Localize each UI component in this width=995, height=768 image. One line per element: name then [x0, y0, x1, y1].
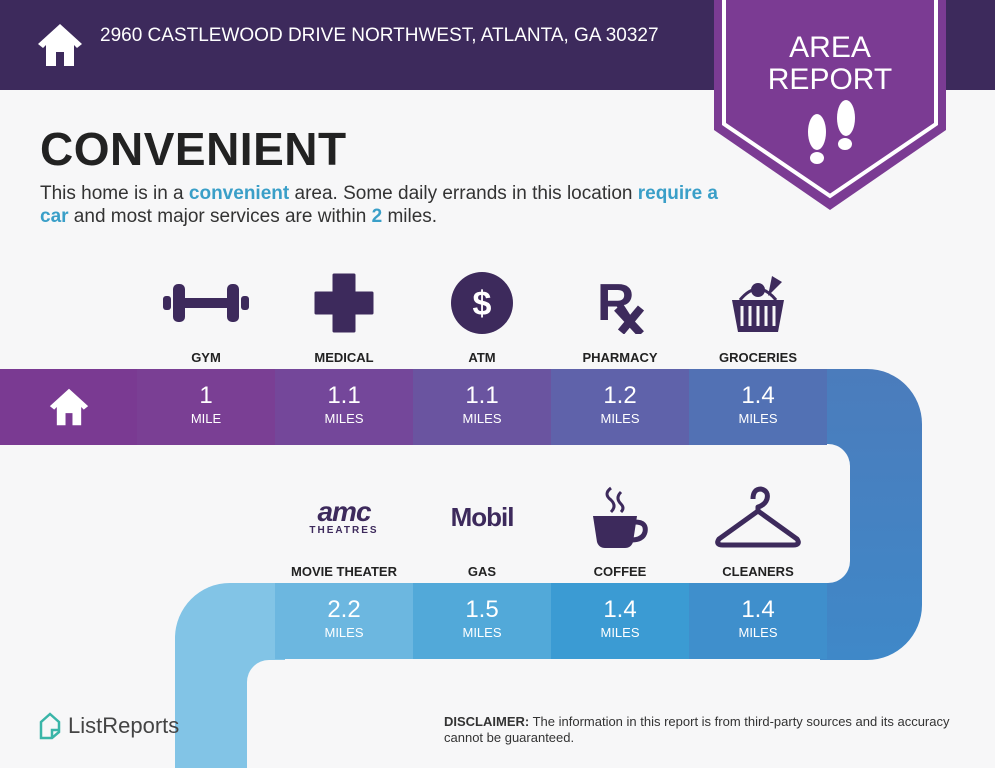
distance-value: 1: [199, 382, 213, 409]
distance-cell: 1.1 MILES: [275, 369, 413, 445]
mobil-logo: Mobil: [450, 501, 515, 532]
distance-value: 1.4: [741, 382, 775, 409]
page-title: CONVENIENT: [40, 123, 347, 175]
home-icon: [49, 388, 88, 426]
amenity-gym: GYM: [137, 268, 275, 365]
amenity-movie-theater: amc THEATRES MOVIE THEATER: [275, 482, 413, 579]
home-cell: [0, 369, 137, 445]
disclaimer: DISCLAIMER: The information in this repo…: [444, 714, 950, 745]
amenity-medical: MEDICAL: [275, 268, 413, 365]
medical-cross-icon: [275, 268, 413, 338]
distance-unit: MILES: [324, 625, 364, 640]
property-address: 2960 CASTLEWOOD DRIVE NORTHWEST, ATLANTA…: [100, 25, 659, 46]
distance-value: 1.1: [465, 382, 499, 409]
distance-cell: 1.4 MILES: [689, 583, 827, 659]
svg-text:$: $: [473, 285, 492, 323]
hanger-icon: [689, 482, 827, 552]
amenity-groceries: GROCERIES: [689, 268, 827, 365]
listreports-logo-icon: [39, 712, 61, 740]
grocery-basket-icon: [689, 268, 827, 338]
distance-value: 1.4: [741, 596, 775, 623]
rx-icon: R: [551, 268, 689, 338]
amenity-coffee: COFFEE: [551, 482, 689, 579]
coffee-cup-icon: [551, 482, 689, 552]
amenity-label: CLEANERS: [722, 564, 794, 579]
route-bottom-gap: [247, 660, 367, 768]
distance-unit: MILES: [600, 411, 640, 426]
badge-line1: AREA: [789, 31, 871, 64]
distance-unit: MILES: [462, 625, 502, 640]
distance-value: 2.2: [327, 596, 361, 623]
amenity-label: GAS: [467, 564, 497, 579]
dollar-icon: $: [413, 268, 551, 338]
distance-unit: MILE: [190, 411, 222, 426]
amenity-label: MOVIE THEATER: [291, 564, 397, 579]
distance-cell: 1.2 MILES: [551, 369, 689, 445]
amenity-label: GROCERIES: [718, 350, 797, 365]
distance-unit: MILES: [738, 625, 778, 640]
amenity-label: MEDICAL: [314, 350, 374, 365]
footprints-icon: [808, 100, 855, 164]
distance-value: 1.5: [465, 596, 499, 623]
distance-unit: MILES: [738, 411, 778, 426]
home-icon: [38, 24, 82, 66]
distance-cell: 1.5 MILES: [413, 583, 551, 659]
badge-line2: REPORT: [767, 63, 893, 96]
distance-cell: 2.2 MILES: [275, 583, 413, 659]
amenity-label: GYM: [191, 350, 221, 365]
distance-value: 1.2: [603, 382, 637, 409]
amc-logo: amc THEATRES: [309, 495, 379, 536]
listreports-logo: ListReports: [38, 712, 179, 740]
amenity-label: ATM: [468, 350, 496, 365]
distance-unit: MILES: [324, 411, 364, 426]
distance-cell: 1.4 MILES: [689, 369, 827, 445]
description: This home is in a convenient area. Some …: [40, 183, 718, 227]
amenity-label: COFFEE: [593, 564, 647, 579]
distance-value: 1.4: [603, 596, 637, 623]
route-inner-gap: [700, 444, 850, 583]
distance-unit: MILES: [462, 411, 502, 426]
distance-cell: 1.1 MILES: [413, 369, 551, 445]
amenity-pharmacy: R PHARMACY: [551, 268, 689, 365]
amenity-gas: Mobil GAS: [413, 482, 551, 580]
dumbbell-icon: [137, 268, 275, 338]
distance-value: 1.1: [327, 382, 361, 409]
amenity-atm: $ ATM: [413, 268, 551, 365]
area-report-badge: [714, 0, 946, 210]
amenity-cleaners: CLEANERS: [689, 482, 827, 579]
distance-cell: 1 MILE: [137, 369, 275, 445]
distance-unit: MILES: [600, 625, 640, 640]
amenity-label: PHARMACY: [582, 350, 658, 365]
distance-cell: 1.4 MILES: [551, 583, 689, 659]
